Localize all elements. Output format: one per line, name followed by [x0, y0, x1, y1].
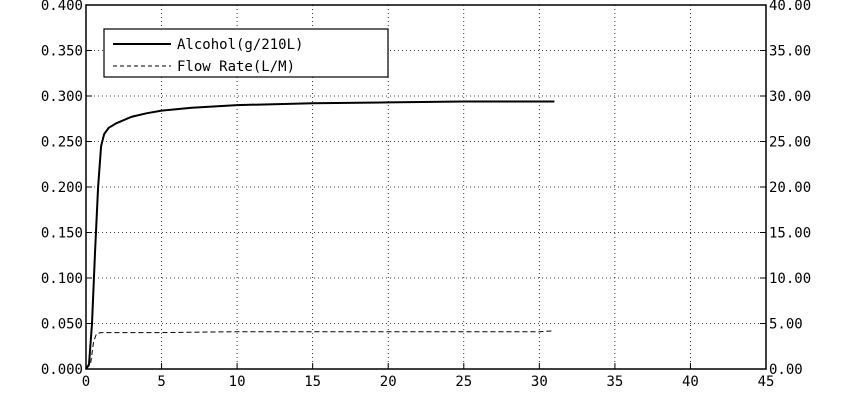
y2-tick-label: 5.00: [769, 317, 803, 333]
y2-tick-label: 30.00: [769, 89, 811, 105]
y-tick-label: 0.300: [41, 89, 83, 105]
y2-tick-label: 10.00: [769, 271, 811, 287]
y-tick-label: 0.400: [41, 0, 83, 14]
y2-tick-label: 20.00: [769, 180, 811, 196]
x-tick-label: 30: [531, 374, 548, 390]
x-tick-label: 25: [455, 374, 472, 390]
right-axis-ticks: 0.00 5.00 10.00 15.00 20.00 25.00 30.00 35.00 40…: [760, 0, 811, 378]
x-tick-label: 40: [682, 374, 699, 390]
legend-label-flow-rate: Flow Rate(L/M): [177, 59, 295, 75]
x-tick-label: 0: [82, 374, 90, 390]
legend-box: [103, 28, 389, 78]
x-tick-label: 45: [758, 374, 775, 390]
y-tick-label: 0.350: [41, 44, 83, 60]
y-tick-label: 0.200: [41, 180, 83, 196]
legend: Alcohol(g/210L) Flow Rate(L/M): [103, 28, 389, 78]
y-tick-label: 0.100: [41, 271, 83, 287]
y-tick-label: 0.150: [41, 226, 83, 242]
x-tick-label: 5: [157, 374, 165, 390]
x-tick-label: 15: [304, 374, 321, 390]
x-axis-ticks: 0 5 10 15 20 25 30 35 40 45: [82, 363, 775, 390]
series-line-flow-rate: [85, 330, 555, 370]
series-layer: [85, 100, 555, 370]
series-line-alcohol: [85, 100, 555, 370]
y2-tick-label: 35.00: [769, 44, 811, 60]
left-axis-ticks: 0.000 0.050 0.100 0.150 0.200 0.250 0.300 0.350…: [41, 0, 92, 378]
x-tick-label: 35: [606, 374, 623, 390]
x-tick-label: 20: [380, 374, 397, 390]
y2-tick-label: 15.00: [769, 226, 811, 242]
y-tick-label: 0.000: [41, 362, 83, 378]
y2-tick-label: 40.00: [769, 0, 811, 14]
y-tick-label: 0.250: [41, 135, 83, 151]
y2-tick-label: 0.00: [769, 362, 803, 378]
x-tick-label: 10: [229, 374, 246, 390]
legend-label-alcohol: Alcohol(g/210L): [177, 37, 303, 53]
y2-tick-label: 25.00: [769, 135, 811, 151]
y-tick-label: 0.050: [41, 317, 83, 333]
